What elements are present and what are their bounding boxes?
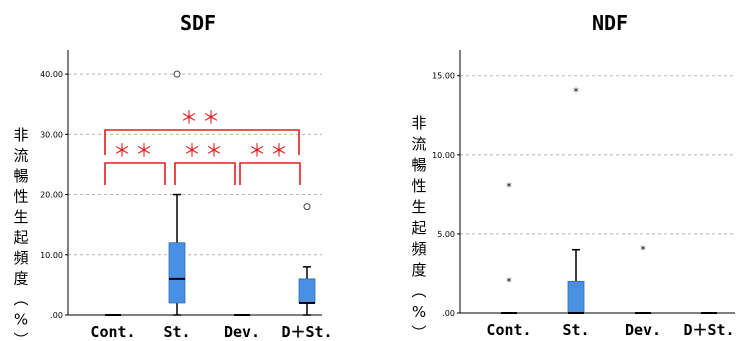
extreme-point: *	[640, 244, 646, 257]
x-tick-label: St.	[562, 321, 589, 339]
x-tick-label: D＋St.	[683, 321, 734, 339]
y-tick-label: 40.00	[40, 70, 63, 79]
outlier-point	[173, 70, 181, 78]
extreme-point: *	[506, 180, 512, 193]
significance-label: ＊＊	[113, 141, 157, 162]
significance-bracket	[104, 162, 166, 185]
extreme-point: *	[573, 86, 579, 99]
box	[168, 242, 186, 304]
y-tick-label: .00	[50, 311, 63, 320]
x-tick-label: Cont.	[486, 321, 531, 339]
x-tick-label: Dev.	[625, 321, 661, 339]
extreme-point: *	[506, 275, 512, 288]
y-tick-label: 15.00	[432, 72, 455, 81]
box	[298, 278, 316, 304]
significance-label: ＊＊	[248, 141, 292, 162]
significance-bracket	[174, 162, 236, 185]
significance-bracket	[239, 162, 301, 185]
x-tick-label: D＋St.	[281, 323, 332, 341]
significance-bracket	[104, 129, 300, 155]
x-tick-label: Cont.	[90, 323, 135, 341]
y-tick-label: 10.00	[432, 151, 455, 160]
y-axis-label: 非流暢性生起頻度︵% ︶	[13, 126, 28, 341]
significance-label: ＊＊	[183, 141, 227, 162]
chart-title: SDF	[180, 11, 216, 35]
ndf-panel: NDF .00 5.00 10.00 15.00 非流暢性生起頻度︵% ︶ Cont. St. D…	[411, 11, 735, 341]
x-tick-label: St.	[163, 323, 190, 341]
box	[567, 280, 585, 314]
y-tick-label: 10.00	[40, 251, 63, 260]
x-tick-label: Dev.	[224, 323, 260, 341]
outlier-point	[303, 203, 311, 211]
y-tick-label: 5.00	[437, 230, 455, 239]
y-tick-label: .00	[442, 309, 455, 318]
y-axis-label: 非流暢性生起頻度︵% ︶	[411, 114, 426, 341]
chart-title: NDF	[592, 11, 628, 35]
sdf-panel: SDF .00 10.00 20.00 30.00 40.00 非流暢性生起頻度︵% ︶ Con…	[13, 11, 332, 341]
significance-label: ＊＊	[180, 108, 224, 129]
y-tick-label: 20.00	[40, 191, 63, 200]
y-tick-label: 30.00	[40, 130, 63, 139]
